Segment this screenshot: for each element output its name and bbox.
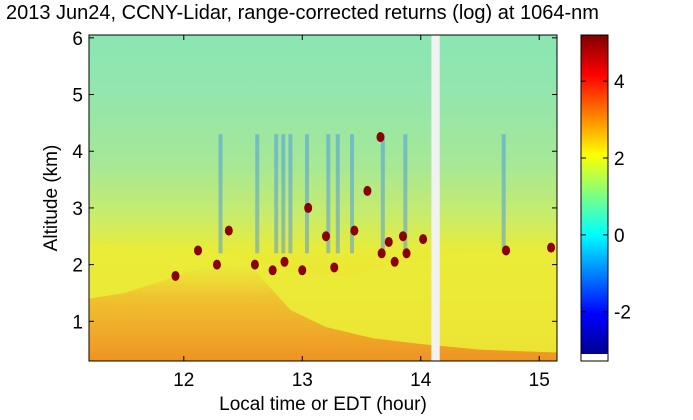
cloud-return-point (171, 270, 180, 281)
colorbar-tick-label: 4 (614, 72, 625, 93)
attenuation-streak (350, 134, 355, 254)
colorbar-frame (580, 34, 609, 362)
attenuation-streak (218, 134, 223, 254)
y-tick-label: 6 (72, 29, 83, 50)
cloud-return-point (547, 242, 556, 253)
x-tick-label: 15 (529, 370, 550, 391)
cloud-return-point (250, 259, 259, 270)
attenuation-streak (305, 134, 310, 254)
y-tick-label: 4 (72, 142, 83, 163)
y-axis: 1 2 3 4 5 6 (72, 29, 557, 333)
cloud-return-point (224, 225, 233, 236)
y-axis-label: Altitude (km) (41, 144, 62, 252)
cloud-return-point (402, 248, 411, 259)
attenuation-streak (380, 134, 385, 254)
x-axis-label: Local time or EDT (hour) (219, 394, 427, 415)
x-tick-label: 13 (292, 370, 313, 391)
chart-title: 2013 Jun24, CCNY-Lidar, range-corrected … (6, 2, 599, 24)
attenuation-streak (281, 134, 286, 254)
colorbar-tick-label: -2 (614, 303, 631, 324)
cloud-return-point (194, 245, 203, 256)
cloud-return-point (321, 231, 330, 242)
cloud-return-point (384, 236, 393, 247)
data-gap (431, 35, 440, 361)
attenuation-streak (335, 134, 340, 254)
colorbar-tick-label: 0 (614, 226, 625, 247)
attenuation-streak (326, 134, 331, 254)
cloud-return-point (280, 256, 289, 267)
x-axis: 12 13 14 15 (173, 35, 550, 391)
heatmap-plot-area (89, 35, 557, 361)
colorbar-gradient (581, 35, 608, 354)
cloud-return-point (330, 262, 339, 273)
plot-frame (88, 34, 558, 362)
cloud-return-point (419, 234, 428, 245)
attenuation-streak (274, 134, 279, 254)
y-tick-label: 5 (72, 86, 83, 107)
attenuation-streak (255, 134, 260, 254)
x-tick-label: 14 (410, 370, 432, 391)
attenuation-streak (501, 134, 506, 254)
cloud-return-point (363, 185, 372, 196)
colorbar: -2 0 2 4 (580, 34, 631, 362)
colorbar-tick-label: 2 (614, 149, 625, 170)
cloud-return-point (376, 132, 385, 143)
cloud-return-point (502, 245, 511, 256)
cloud-return-point (390, 256, 399, 267)
aerosol-layer-region (89, 264, 557, 361)
colorbar-ticks: -2 0 2 4 (581, 72, 631, 324)
x-tick-label: 12 (173, 370, 194, 391)
attenuation-streak (403, 134, 408, 254)
y-tick-label: 3 (72, 199, 83, 220)
cloud-return-point (268, 265, 277, 276)
cloud-return-point (304, 202, 313, 213)
cloud-return-point (212, 259, 221, 270)
y-tick-label: 2 (72, 256, 83, 277)
cloud-return-point (350, 225, 359, 236)
cloud-return-point (377, 248, 386, 259)
attenuation-streak (288, 134, 293, 254)
cloud-return-point (298, 265, 307, 276)
y-tick-label: 1 (72, 312, 83, 333)
cloud-return-point (398, 231, 407, 242)
